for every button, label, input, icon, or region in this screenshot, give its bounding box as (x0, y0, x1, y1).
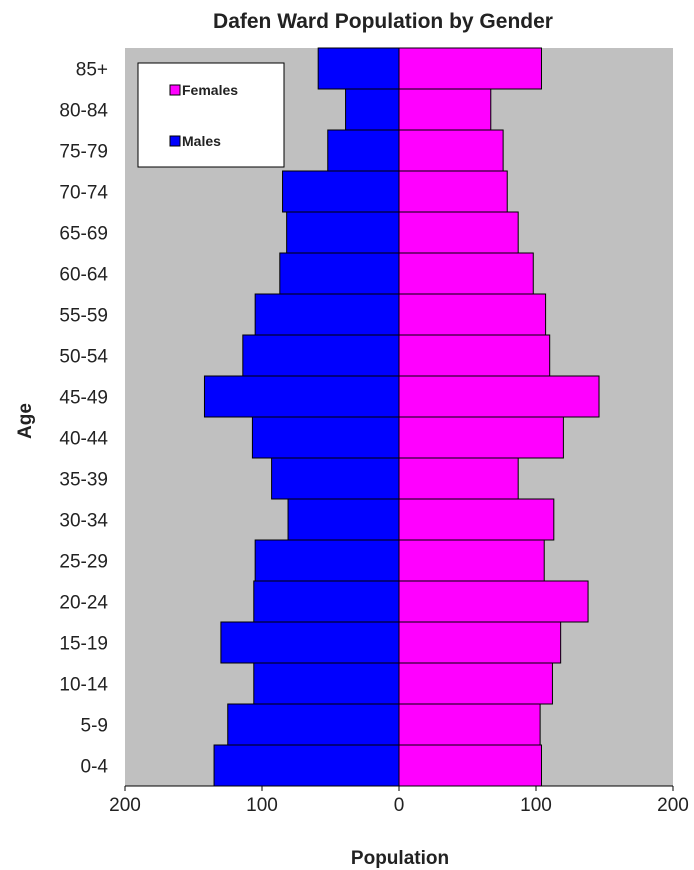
bar-females-60-64 (398, 252, 534, 295)
y-tick-label: 40-44 (59, 429, 108, 450)
bar-females-75-79 (398, 129, 504, 172)
bar-males-65-69 (286, 211, 400, 254)
bar-females-55-59 (398, 293, 547, 336)
legend-swatch-males (169, 135, 181, 147)
bar-males-30-34 (287, 498, 400, 541)
x-tick-label: 0 (394, 795, 405, 816)
bar-males-60-64 (279, 252, 400, 295)
y-tick-label: 75-79 (59, 142, 108, 163)
bar-females-5-9 (398, 703, 541, 746)
y-tick-label: 15-19 (59, 634, 108, 655)
y-tick-label: 80-84 (59, 101, 108, 122)
y-tick-label: 5-9 (81, 716, 108, 737)
y-tick-label: 30-34 (59, 511, 108, 532)
legend-label-females: Females (182, 82, 238, 98)
bar-females-10-14 (398, 662, 553, 705)
y-tick-label: 55-59 (59, 306, 108, 327)
bar-males-80-84 (345, 88, 400, 131)
y-tick-label: 50-54 (59, 347, 108, 368)
bar-males-40-44 (251, 416, 400, 459)
x-tick-label: 200 (109, 795, 141, 816)
y-tick-label: 60-64 (59, 265, 108, 286)
bar-males-0-4 (213, 744, 400, 787)
bar-females-65-69 (398, 211, 519, 254)
y-tick-label: 85+ (76, 60, 108, 81)
x-tick-label: 200 (657, 795, 689, 816)
bar-males-70-74 (282, 170, 400, 213)
bar-females-20-24 (398, 580, 589, 623)
y-tick-labels: 0-4 5-9 10-14 15-19 20-24 25-29 30-34 35-39 40-4… (59, 60, 108, 778)
bar-males-35-39 (271, 457, 400, 500)
bar-females-80-84 (398, 88, 492, 131)
y-tick-label: 0-4 (81, 757, 109, 778)
bar-females-15-19 (398, 621, 562, 664)
bar-females-85+ (398, 47, 542, 90)
bar-males-10-14 (253, 662, 400, 705)
y-tick-label: 20-24 (59, 593, 108, 614)
bar-females-30-34 (398, 498, 555, 541)
chart-title: Dafen Ward Population by Gender (213, 10, 553, 33)
x-tick-label: 100 (246, 795, 278, 816)
y-tick-label: 10-14 (59, 675, 108, 696)
y-tick-label: 45-49 (59, 388, 108, 409)
y-axis-title: Age (15, 403, 36, 439)
legend-label-males: Males (182, 133, 221, 149)
bar-females-25-29 (398, 539, 545, 582)
bar-females-50-54 (398, 334, 551, 377)
legend: Females Males (137, 62, 285, 168)
bar-females-70-74 (398, 170, 508, 213)
bar-males-85+ (317, 47, 400, 90)
bar-males-50-54 (242, 334, 400, 377)
bar-males-75-79 (327, 129, 400, 172)
x-tick-labels: 200 100 0 100 200 (109, 786, 689, 816)
bar-females-0-4 (398, 744, 542, 787)
bar-males-5-9 (227, 703, 400, 746)
bars-group (203, 47, 600, 787)
bar-females-45-49 (398, 375, 600, 418)
y-tick-label: 70-74 (59, 183, 108, 204)
y-tick-label: 25-29 (59, 552, 108, 573)
legend-swatch-females (169, 84, 181, 96)
bar-males-55-59 (254, 293, 400, 336)
bar-males-45-49 (203, 375, 400, 418)
y-tick-label: 65-69 (59, 224, 108, 245)
x-axis-title: Population (351, 848, 449, 869)
legend-box (137, 62, 285, 168)
bar-females-40-44 (398, 416, 564, 459)
y-tick-label: 35-39 (59, 470, 108, 491)
bar-males-25-29 (254, 539, 400, 582)
bar-females-35-39 (398, 457, 519, 500)
x-tick-label: 100 (520, 795, 552, 816)
bar-males-20-24 (253, 580, 400, 623)
bar-males-15-19 (220, 621, 400, 664)
